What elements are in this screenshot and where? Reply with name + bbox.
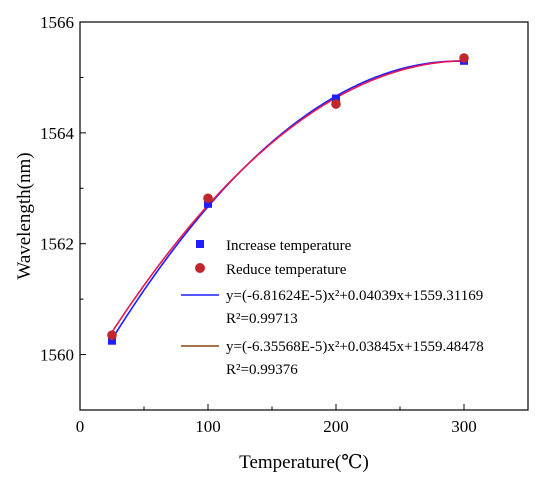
x-tick-label: 200 (323, 417, 349, 436)
plot-area (79, 21, 529, 411)
fit-curves (111, 60, 465, 340)
reduce-temperature-point (107, 330, 117, 340)
plot-border (79, 21, 529, 411)
legend: Increase temperature Reduce temperature … (181, 238, 484, 378)
reduce-temperature-point (203, 193, 213, 204)
increase-temperature-point (332, 94, 340, 103)
y-tick-label: 1566 (40, 13, 74, 32)
x-axis-title: Temperature(℃) (239, 452, 369, 473)
increase-temperature-point (204, 199, 212, 208)
legend-label-reduce: Reduce temperature (226, 262, 347, 278)
x-axis: 0 100 200 300 (76, 404, 529, 436)
legend-label-fit-increase: y=(-6.81624E-5)x²+0.04039x+1559.31169 (226, 288, 483, 304)
x-tick-label: 300 (451, 417, 477, 436)
x-tick-label: 100 (195, 417, 221, 436)
y-axis: 1560 1562 1564 1566 (40, 13, 86, 411)
y-tick-label: 1564 (40, 124, 75, 143)
legend-r2-increase: R²=0.99713 (226, 311, 298, 327)
reduce-temperature-point (459, 53, 469, 63)
fit-curve-reduce (111, 60, 465, 333)
y-tick-label: 1562 (40, 235, 74, 254)
legend-r2-reduce: R²=0.99376 (226, 362, 298, 378)
legend-label-increase: Increase temperature (226, 238, 352, 254)
x-tick-label: 0 (76, 417, 85, 436)
legend-marker-reduce (195, 263, 205, 273)
legend-label-fit-reduce: y=(-6.35568E-5)x²+0.03845x+1559.48478 (226, 339, 484, 355)
fit-curve-increase (111, 60, 465, 340)
legend-marker-increase (196, 240, 204, 248)
data-markers (107, 53, 469, 345)
increase-temperature-point (108, 336, 116, 345)
y-tick-label: 1560 (40, 346, 74, 365)
reduce-temperature-point (331, 99, 341, 109)
y-axis-title: Wavelength(nm) (14, 152, 35, 279)
